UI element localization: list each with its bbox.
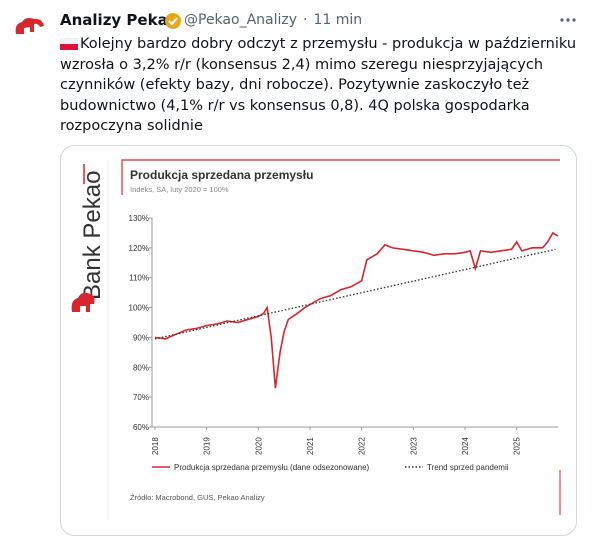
avatar[interactable] (10, 10, 50, 46)
x-tick-label: 2024 (461, 437, 470, 455)
tweet-line: wzrosła o 3,2% r/r (konsensus 2,4) mimo … (60, 56, 544, 73)
flag (60, 38, 78, 50)
y-tick-label: 100% (129, 304, 149, 313)
time[interactable]: 11 min (313, 12, 363, 28)
meta: @Pekao_Analizy · 11 min (184, 12, 363, 28)
verified-badge (165, 13, 181, 29)
y-tick-label: 120% (129, 244, 149, 253)
tweet-line: budownictwo (4,1% r/r vs konsensus 0,8).… (60, 97, 530, 114)
handle[interactable]: @Pekao_Analizy (184, 12, 298, 28)
tweet-text: Kolejny bardzo dobry odczyt z przemysłu … (60, 34, 576, 137)
y-tick-label: 90% (133, 333, 149, 342)
x-tick-label: 2022 (358, 437, 367, 455)
y-tick-label: 80% (133, 363, 149, 372)
chart-title: Produkcja sprzedana przemysłu (130, 168, 313, 182)
x-tick-label: 2025 (513, 437, 522, 455)
tweet-line: Kolejny bardzo dobry odczyt z przemysłu … (80, 36, 577, 52)
tweet-line: rozpoczyna solidnie (60, 118, 203, 134)
data-line (154, 231, 559, 389)
legend-label: Produkcja sprzedana przemysłu (dane odse… (174, 463, 370, 472)
source: Źródło: Macrobond, GUS, Pekao Analizy (130, 493, 265, 502)
chart-subtitle: Indeks, SA, luty 2020 = 100% (130, 185, 229, 194)
brand: Bank Pekao (79, 171, 106, 300)
y-tick-label: 110% (129, 274, 149, 283)
x-tick-label: 2023 (409, 437, 418, 455)
tweet-line: czynników (efekty bazy, dni robocze). Po… (60, 77, 530, 93)
x-tick-label: 2019 (203, 437, 212, 455)
y-tick-label: 70% (133, 393, 149, 402)
author-name[interactable]: Analizy Pekao (60, 11, 178, 29)
x-tick-label: 2020 (254, 437, 263, 455)
y-tick-label: 60% (133, 423, 149, 432)
x-tick-label: 2021 (306, 437, 315, 455)
y-tick-label: 130% (129, 214, 149, 223)
more-button[interactable] (558, 12, 578, 28)
legend-label: Trend sprzed pandemii (427, 463, 509, 472)
x-tick-label: 2018 (151, 437, 160, 455)
